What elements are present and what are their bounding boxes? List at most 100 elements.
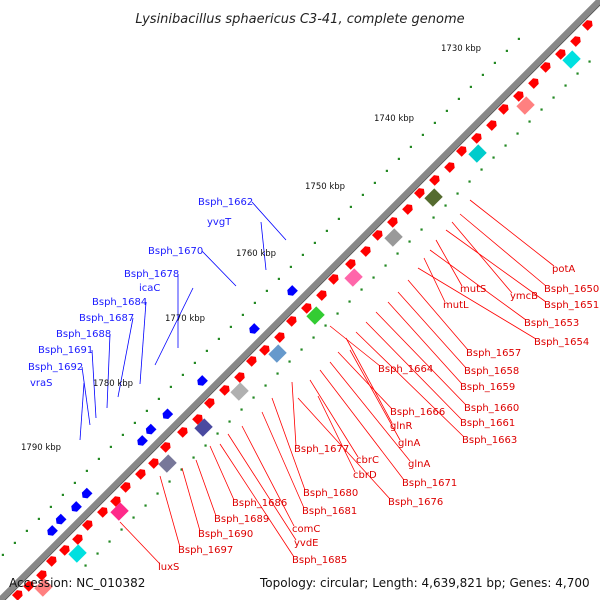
forward-gene-arrow [570,36,581,47]
scale-tick-dot [288,360,291,363]
forward-label-connector [407,279,469,351]
scale-tick-dot [37,517,40,520]
label-connectors [79,199,555,565]
reverse-gene-arrow [55,513,67,525]
scale-tick-dot [169,385,172,388]
forward-label-connector [297,397,391,500]
forward-gene-arrow [81,520,93,531]
scale-tick-dot [456,192,459,195]
scale-tick-dot [457,97,460,100]
forward-gene-arrow [581,20,593,31]
forward-gene-arrow [539,62,551,73]
forward-label-connector [451,221,513,294]
reverse-label-connector [251,201,287,241]
reverse-gene-label: Bsph_1670 [148,246,203,257]
scale-tick-dot [528,120,531,123]
scale-tick-dot [121,433,124,436]
forward-gene-arrow [497,104,509,115]
scale-tick-dot [181,373,184,376]
forward-gene-arrow [192,414,203,425]
feature-box [468,144,487,163]
forward-label-connector [271,397,306,491]
scale-tick-dot [240,408,243,411]
forward-label-connector [219,443,295,558]
forward-gene-arrow [45,556,57,567]
forward-label-connector [119,521,161,565]
feature-box [34,578,53,597]
forward-gene-arrow [402,204,413,215]
scale-tick-dot [301,253,304,256]
forward-label-connector [429,249,527,321]
scale-tick-dot [120,528,123,531]
scale-tick-dot [373,181,376,184]
reverse-gene-arrow [81,487,93,499]
forward-gene-label: Bsph_1677 [294,444,349,455]
scale-tick-dot [517,37,520,40]
kbp-label: 1750 kbp [305,182,345,192]
scale-tick-dot [468,180,471,183]
reverse-gene-label: vraS [30,378,53,389]
forward-label-connector [387,301,463,385]
forward-gene-arrow [11,590,23,600]
scale-tick-dot [1,553,4,556]
scale-tick-dot [61,493,64,496]
kbp-label: 1760 kbp [236,249,276,259]
topology-text: Topology: circular; Length: 4,639,821 bp… [259,576,590,590]
forward-label-connector [375,311,467,406]
forward-gene-label: glnA [398,438,420,449]
scale-tick-dot [204,444,207,447]
forward-label-connector [309,379,359,458]
forward-gene-arrow [245,356,257,367]
forward-label-connector [445,229,547,303]
feature-box [562,50,581,69]
forward-gene-label: Bsph_1671 [402,478,457,489]
forward-gene-arrow [234,372,245,383]
forward-gene-arrow [59,545,70,556]
feature-box [344,268,363,287]
feature-box [158,454,177,473]
forward-label-connector [345,337,393,424]
reverse-gene-label: Bsph_1678 [124,269,179,280]
scale-tick-dot [216,432,219,435]
scale-tick-dot [96,552,99,555]
scale-tick-dot [324,324,327,327]
forward-gene-label: cbrC [356,455,379,466]
forward-gene-arrow [23,581,34,592]
forward-gene-arrow [413,188,425,199]
scale-tick-dot [276,372,279,375]
forward-gene-label: Bsph_1654 [534,337,589,348]
forward-gene-label: Bsph_1664 [378,364,433,375]
forward-gene-label: Bsph_1685 [292,555,347,566]
scale-tick-dot [132,516,135,519]
reverse-gene-label: Bsph_1692 [28,362,83,373]
scale-tick-dot [385,169,388,172]
forward-gene-label: Bsph_1697 [178,545,233,556]
forward-gene-label: Bsph_1676 [388,497,443,508]
scale-tick-dot [205,349,208,352]
scale-tick-dot [144,504,147,507]
reverse-gene-arrow [71,501,82,512]
scale-tick-dot [277,277,280,280]
scale-tick-dot [25,529,28,532]
scale-tick-dot [337,217,340,220]
reverse-gene-label: icaC [139,283,160,294]
scale-tick-dot [372,276,375,279]
scale-tick-dot [253,301,256,304]
scale-tick-dot [97,457,100,460]
forward-gene-arrow [371,230,383,241]
forward-gene-arrow [486,120,497,131]
scale-tick-dot [588,60,591,63]
scale-tick-dot [396,252,399,255]
forward-label-connector [209,445,235,501]
reverse-gene-arrow [162,408,174,420]
scale-tick-dot [540,108,543,111]
forward-label-connector [355,331,465,438]
forward-gene-label: mutL [443,300,469,311]
forward-gene-arrow [159,442,171,453]
scale-tick-dot [493,61,496,64]
kbp-label: 1770 kbp [165,314,205,324]
forward-gene-label: Bsph_1659 [460,382,515,393]
reverse-gene-label: Bsph_1684 [92,297,147,308]
forward-gene-arrow [528,78,539,89]
